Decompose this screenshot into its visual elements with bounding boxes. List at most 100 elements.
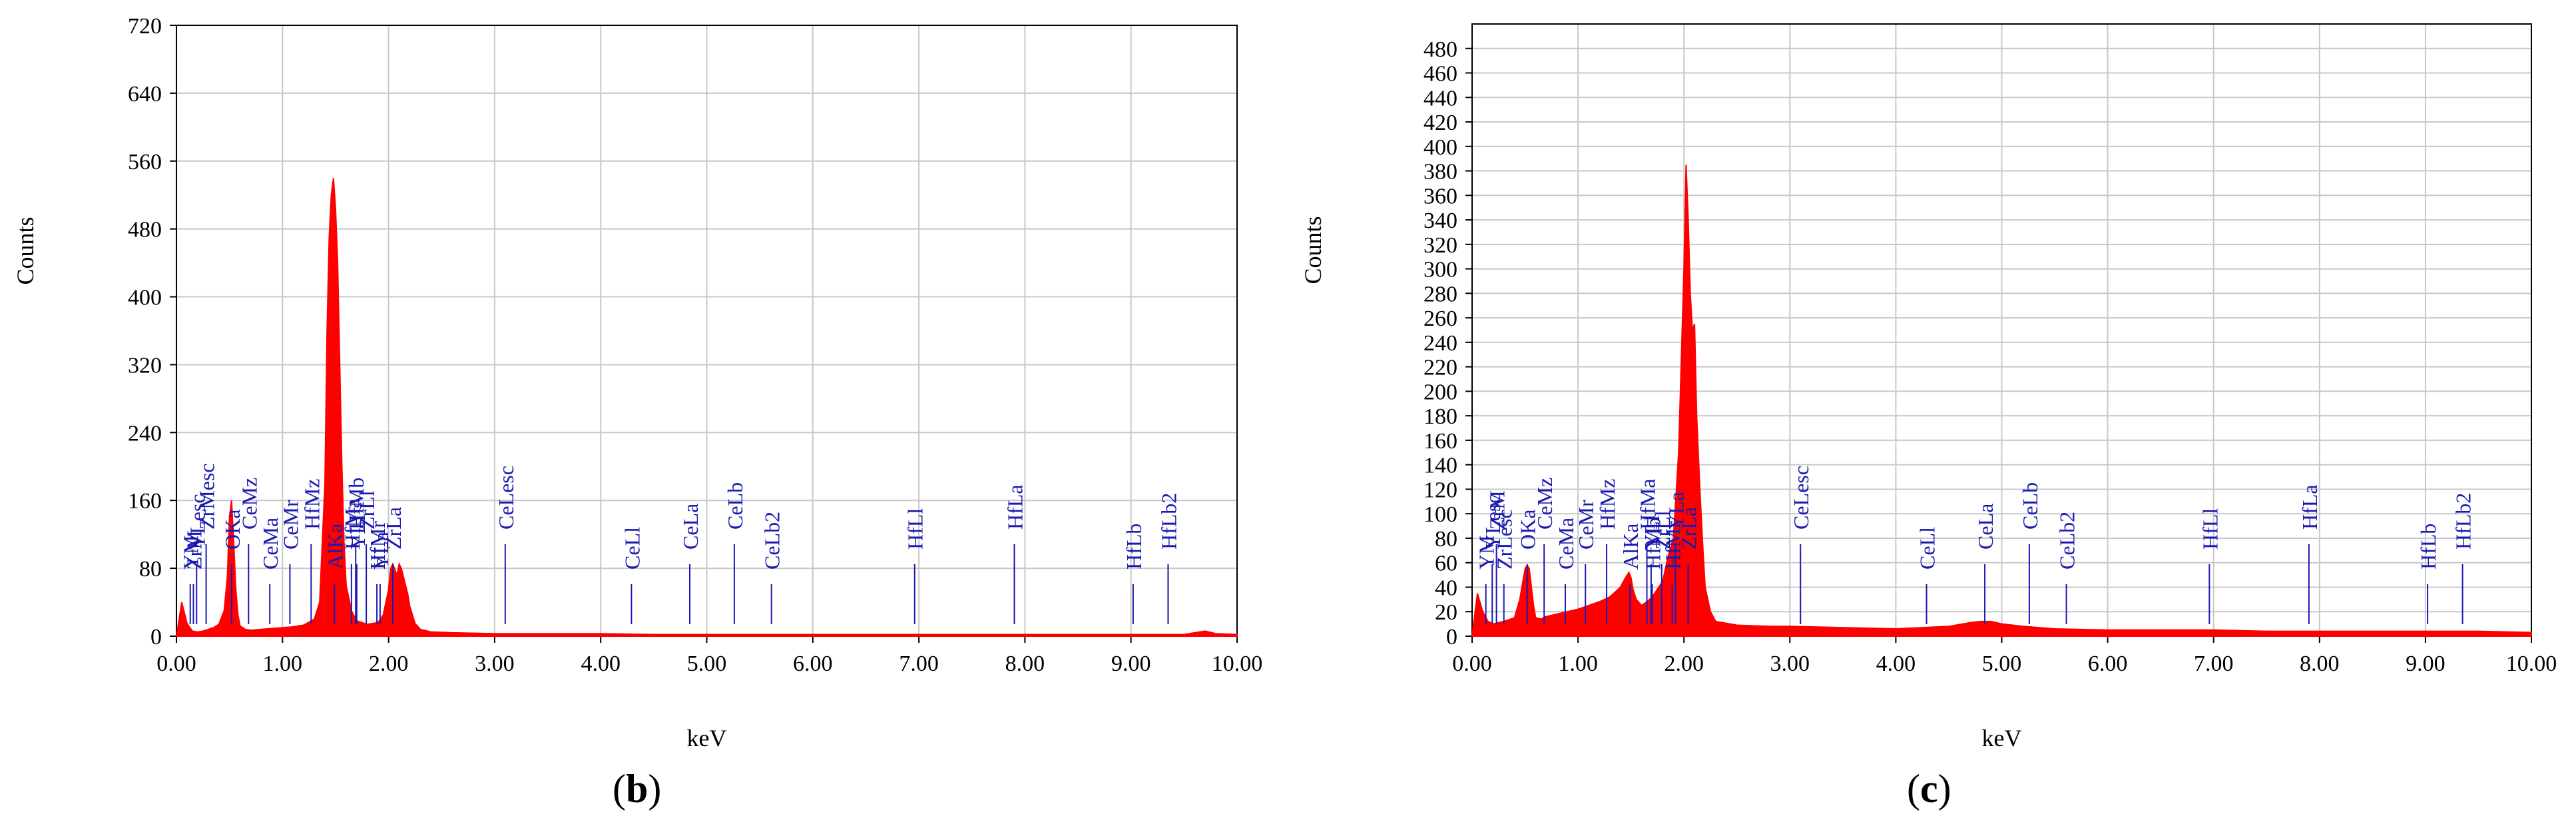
spectrum-panel-b: 0.00 1.00 2.00 3.00 4.00 5.00 6.00 7.00 8.00 9.00… [12, 14, 1263, 811]
peak-label: CeLesc [494, 466, 518, 530]
x-axis-label: keV [1982, 725, 2022, 751]
y-tick-label: 440 [1423, 86, 1457, 111]
x-tick-label: 2.00 [369, 651, 409, 676]
peak-label: CeLesc [1789, 466, 1813, 530]
y-tick-label: 720 [128, 14, 162, 39]
y-tick-label: 560 [128, 150, 162, 175]
peak-label: ZrM [182, 530, 206, 570]
peak-label: CeLl [1916, 527, 1939, 570]
y-tick-label: 240 [128, 421, 162, 446]
peak-label: YM [1475, 535, 1499, 570]
peak-label: CeLb [2018, 482, 2042, 530]
y-tick-label: 320 [1423, 233, 1457, 258]
y-tick-label: 420 [1423, 111, 1457, 135]
peak-label: HfLb2 [2451, 493, 2475, 550]
y-axis-label: Counts [1300, 216, 1326, 284]
peak-label: CeLa [678, 504, 702, 550]
y-tick-label: 380 [1423, 160, 1457, 185]
x-tick-label: 4.00 [581, 651, 621, 676]
panel-caption-b: (b) [613, 767, 662, 811]
x-tick-label: 8.00 [1005, 651, 1045, 676]
y-tick-label: 300 [1423, 258, 1457, 282]
x-tick-label: 10.00 [2506, 651, 2557, 676]
peak-label: CeLa [1973, 504, 1997, 550]
peak-label: CeLl [620, 527, 644, 570]
x-axis-label: keV [687, 725, 727, 751]
x-tick-label: 4.00 [1876, 651, 1916, 676]
peak-label: CeMa [1554, 518, 1578, 570]
x-tick-label: 3.00 [475, 651, 515, 676]
peak-label: CeMa [258, 518, 282, 570]
y-tick-label: 360 [1423, 184, 1457, 209]
peak-label: HfMr [366, 521, 389, 570]
panel-caption-c: (c) [1907, 767, 1951, 811]
x-tick-label: 1.00 [1558, 651, 1598, 676]
peak-label: YLa [369, 532, 393, 570]
spectrum-chart-b: 0.00 1.00 2.00 3.00 4.00 5.00 6.00 7.00 8.00 9.00… [12, 14, 1263, 751]
spectrum-panel-c: 0.00 1.00 2.00 3.00 4.00 5.00 6.00 7.00 8.00 9.00… [1288, 0, 2576, 836]
peak-label: CeMr [1574, 500, 1598, 550]
peak-label: HfMr [1661, 521, 1685, 570]
x-tick-label: 0.00 [156, 651, 196, 676]
y-tick-label: 460 [1423, 62, 1457, 87]
y-tick-label: 160 [1423, 429, 1457, 454]
peak-label: AlKa [1619, 524, 1643, 570]
y-tick-label: 320 [128, 353, 162, 378]
peak-label: ZrMesc [195, 463, 219, 530]
peak-label: CeLb [723, 482, 747, 530]
x-tick-label: 9.00 [2406, 651, 2446, 676]
y-tick-label: 640 [128, 82, 162, 107]
y-tick-label: 400 [1423, 135, 1457, 160]
peak-label: ZrLa [382, 507, 405, 550]
peak-label: HfLl [2198, 508, 2222, 550]
peak-label: CeLb2 [2055, 512, 2079, 570]
peak-label: HfLb [2416, 524, 2440, 570]
peak-label: ZrLl [355, 490, 379, 530]
peak-label: ZrM [1485, 490, 1509, 530]
x-tick-label: 10.00 [1212, 651, 1263, 676]
y-tick-label: 60 [1435, 552, 1457, 576]
peak-label: OKa [220, 510, 244, 550]
x-tick-label: 8.00 [2300, 651, 2340, 676]
x-tick-label: 7.00 [2194, 651, 2234, 676]
y-tick-label: 0 [1446, 625, 1457, 649]
y-tick-label: 100 [1423, 502, 1457, 527]
y-tick-label: 0 [150, 625, 162, 649]
peak-label: YLl [1640, 515, 1664, 550]
y-tick-label: 120 [1423, 478, 1457, 502]
y-tick-label: 80 [139, 557, 162, 582]
peak-label: HfLb [1122, 524, 1146, 570]
y-tick-label: 220 [1423, 356, 1457, 380]
peak-label: YLa [1664, 492, 1688, 530]
x-tick-label: 5.00 [1982, 651, 2022, 676]
peak-label: AlKa [323, 524, 347, 570]
y-tick-label: 480 [1423, 37, 1457, 62]
peak-label: CeMr [278, 500, 302, 550]
peak-label: HfLl [903, 508, 927, 550]
peak-label: HfMb [344, 478, 368, 530]
peak-label: YLesc [1481, 494, 1505, 550]
x-tick-label: 1.00 [263, 651, 303, 676]
peak-label: YM [179, 535, 203, 570]
y-tick-label: 480 [128, 218, 162, 242]
x-tick-label: 6.00 [793, 651, 833, 676]
peak-label: HfMa [1636, 479, 1660, 530]
y-tick-label: 160 [128, 489, 162, 514]
x-tick-label: 3.00 [1770, 651, 1810, 676]
y-tick-label: 260 [1423, 306, 1457, 331]
peak-label: HfLa [2298, 484, 2322, 530]
peak-label: CeMz [237, 478, 261, 530]
y-tick-label: 180 [1423, 404, 1457, 429]
y-tick-label: 280 [1423, 282, 1457, 306]
peak-label: HfMz [1595, 479, 1619, 530]
y-tick-label: 400 [128, 286, 162, 310]
y-tick-label: 20 [1435, 600, 1457, 625]
peak-label: YLl [346, 515, 370, 550]
y-tick-label: 200 [1423, 380, 1457, 404]
peak-label: ZrLa [1677, 507, 1701, 550]
peak-label: HfMb [1641, 518, 1665, 570]
y-tick-label: 240 [1423, 331, 1457, 356]
spectrum-chart-c: 0.00 1.00 2.00 3.00 4.00 5.00 6.00 7.00 8.00 9.00… [1300, 23, 2557, 751]
peak-label: ZrLl [1651, 510, 1674, 550]
peak-label: HfMa [340, 499, 364, 550]
